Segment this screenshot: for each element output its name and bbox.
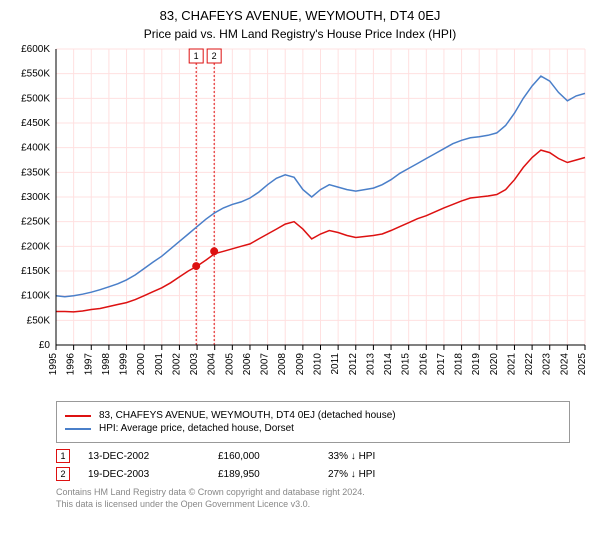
sale-price: £160,000 [218, 451, 328, 462]
x-axis-label: 2020 [489, 353, 500, 376]
x-axis-label: 2009 [295, 353, 306, 376]
sale-diff: 33% ↓ HPI [328, 451, 375, 462]
sale-date: 19-DEC-2003 [88, 469, 218, 480]
x-axis-label: 2019 [471, 353, 482, 376]
x-axis-label: 1995 [48, 353, 59, 376]
legend-label: 83, CHAFEYS AVENUE, WEYMOUTH, DT4 0EJ (d… [99, 410, 396, 421]
x-axis-label: 2001 [154, 353, 165, 376]
sale-row: 2 19-DEC-2003£189,95027% ↓ HPI [56, 467, 570, 481]
sale-date: 13-DEC-2002 [88, 451, 218, 462]
x-axis-label: 2003 [189, 353, 200, 376]
sale-price: £189,950 [218, 469, 328, 480]
chart-svg: £0 £50K £100K £150K £200K £250K £300K £350K £400… [0, 45, 600, 395]
sale-marker-number: 2 [212, 51, 217, 61]
legend-swatch [65, 415, 91, 417]
x-axis-label: 2007 [260, 353, 271, 376]
chart-area: £0 £50K £100K £150K £200K £250K £300K £350K £400… [0, 45, 600, 395]
y-axis-label: £250K [21, 217, 50, 228]
chart-title: 83, CHAFEYS AVENUE, WEYMOUTH, DT4 0EJ [0, 8, 600, 23]
x-axis-label: 2018 [454, 353, 465, 376]
x-axis-label: 1996 [66, 353, 77, 376]
y-axis-label: £350K [21, 167, 50, 178]
y-axis-label: £450K [21, 118, 50, 129]
footer-attribution: Contains HM Land Registry data © Crown c… [56, 487, 570, 510]
legend-item: HPI: Average price, detached house, Dors… [65, 423, 561, 434]
y-axis-label: £50K [27, 315, 51, 326]
x-axis-label: 2000 [136, 353, 147, 376]
y-axis-label: £200K [21, 241, 50, 252]
x-axis-label: 2015 [401, 353, 412, 376]
sale-marker-dot [210, 247, 218, 255]
x-axis-label: 2016 [418, 353, 429, 376]
x-axis-label: 2005 [224, 353, 235, 376]
y-axis-label: £400K [21, 143, 50, 154]
y-axis-label: £300K [21, 192, 50, 203]
sale-marker-dot [192, 262, 200, 270]
x-axis-label: 2014 [383, 353, 394, 376]
sale-diff: 27% ↓ HPI [328, 469, 375, 480]
x-axis-label: 1997 [83, 353, 94, 376]
x-axis-label: 2006 [242, 353, 253, 376]
x-axis-label: 2011 [330, 353, 341, 375]
sale-marker-number: 1 [194, 51, 199, 61]
chart-subtitle: Price paid vs. HM Land Registry's House … [0, 27, 600, 41]
x-axis-label: 2017 [436, 353, 447, 376]
y-axis-label: £600K [21, 45, 50, 55]
x-axis-label: 1998 [101, 353, 112, 376]
sale-marker-icon: 2 [56, 467, 70, 481]
footer-line: This data is licensed under the Open Gov… [56, 499, 570, 511]
sale-marker-icon: 1 [56, 449, 70, 463]
x-axis-label: 2008 [277, 353, 288, 376]
x-axis-label: 2013 [365, 353, 376, 376]
x-axis-label: 2025 [577, 353, 588, 376]
footer-line: Contains HM Land Registry data © Crown c… [56, 487, 570, 499]
y-axis-label: £550K [21, 69, 50, 80]
x-axis-label: 2010 [313, 353, 324, 376]
y-axis-label: £500K [21, 93, 50, 104]
x-axis-label: 2012 [348, 353, 359, 376]
x-axis-label: 2002 [171, 353, 182, 376]
sales-list: 1 13-DEC-2002£160,00033% ↓ HPI 2 19-DEC-200… [56, 449, 570, 481]
legend-item: 83, CHAFEYS AVENUE, WEYMOUTH, DT4 0EJ (d… [65, 410, 561, 421]
legend: 83, CHAFEYS AVENUE, WEYMOUTH, DT4 0EJ (d… [56, 401, 570, 443]
x-axis-label: 2004 [207, 353, 218, 376]
y-axis-label: £100K [21, 291, 50, 302]
legend-label: HPI: Average price, detached house, Dors… [99, 423, 294, 434]
y-axis-label: £0 [39, 340, 51, 351]
x-axis-label: 2021 [506, 353, 517, 376]
x-axis-label: 2022 [524, 353, 535, 376]
x-axis-label: 2023 [542, 353, 553, 376]
sale-row: 1 13-DEC-2002£160,00033% ↓ HPI [56, 449, 570, 463]
x-axis-label: 1999 [119, 353, 130, 376]
legend-swatch [65, 428, 91, 430]
y-axis-label: £150K [21, 266, 50, 277]
x-axis-label: 2024 [559, 353, 570, 376]
